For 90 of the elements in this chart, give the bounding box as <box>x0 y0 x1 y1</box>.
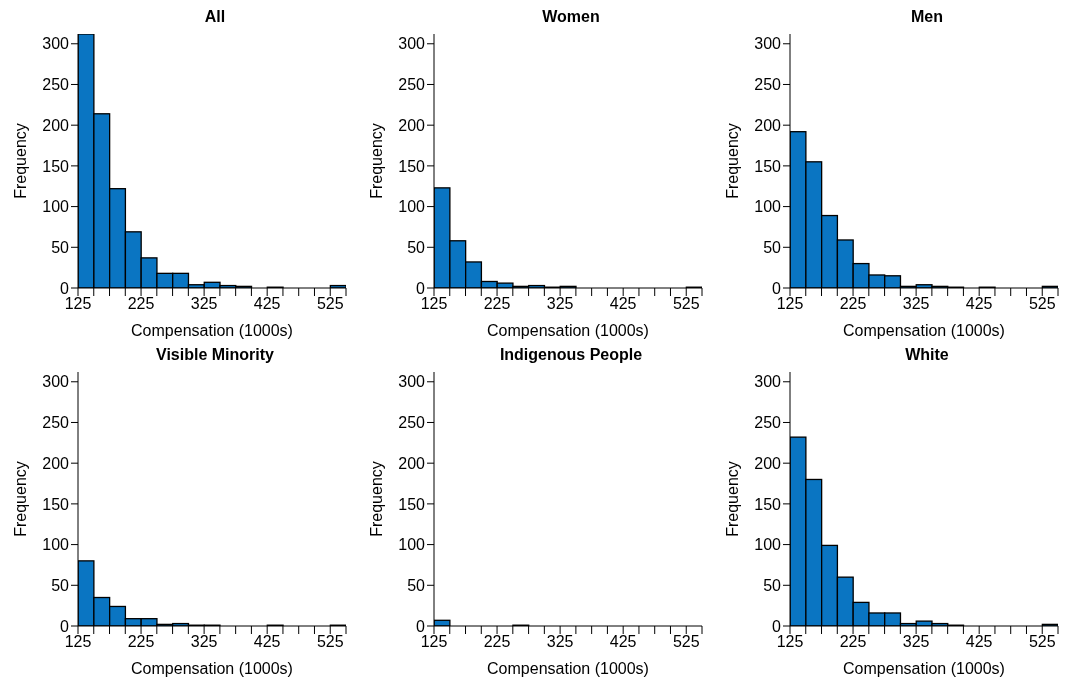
y-tick-label: 200 <box>42 116 70 134</box>
y-tick-label: 250 <box>398 76 426 94</box>
y-tick-label: 250 <box>754 414 782 432</box>
y-tick-label: 50 <box>51 238 70 256</box>
y-tick-label: 0 <box>60 617 70 635</box>
x-tick-label: 225 <box>839 295 867 313</box>
x-tick-label: 325 <box>546 295 574 313</box>
y-tick-label: 300 <box>42 373 70 391</box>
x-tick-label: 425 <box>965 633 993 651</box>
y-tick-label: 200 <box>398 454 426 472</box>
y-tick-label: 100 <box>398 536 426 554</box>
y-axis-title: Frequency <box>11 123 29 199</box>
y-tick-label: 200 <box>754 454 782 472</box>
x-tick-label: 425 <box>609 633 637 651</box>
chart-title: Visible Minority <box>155 346 275 365</box>
x-axis-title: Compensation (1000s) <box>843 322 1005 339</box>
y-tick-label: 150 <box>754 157 782 175</box>
x-tick-label: 425 <box>253 633 281 651</box>
x-axis-title: Compensation (1000s) <box>843 660 1005 677</box>
x-tick-label: 525 <box>1028 295 1056 313</box>
x-tick-label: 325 <box>902 633 930 651</box>
x-tick-label: 225 <box>127 295 155 313</box>
y-tick-label: 250 <box>754 76 782 94</box>
x-tick-label: 225 <box>483 295 511 313</box>
x-axis-title: Compensation (1000s) <box>131 660 293 677</box>
chart-title: Indigenous People <box>498 346 644 365</box>
x-tick-label: 325 <box>190 295 218 313</box>
x-tick-label: 325 <box>902 295 930 313</box>
y-tick-label: 0 <box>772 279 782 297</box>
x-tick-label: 125 <box>64 633 92 651</box>
x-axis-title: Compensation (1000s) <box>487 660 649 677</box>
x-tick-label: 425 <box>965 295 993 313</box>
y-axis-title: Frequency <box>11 461 29 537</box>
y-tick-label: 250 <box>42 414 70 432</box>
x-tick-label: 525 <box>1028 633 1056 651</box>
x-tick-label: 525 <box>672 633 700 651</box>
y-tick-label: 100 <box>42 536 70 554</box>
x-tick-label: 525 <box>316 295 344 313</box>
y-tick-label: 150 <box>754 495 782 513</box>
x-tick-label: 225 <box>483 633 511 651</box>
y-tick-label: 300 <box>42 35 70 53</box>
x-tick-label: 125 <box>776 295 804 313</box>
x-tick-label: 325 <box>190 633 218 651</box>
y-tick-label: 0 <box>416 279 426 297</box>
x-tick-label: 125 <box>420 295 448 313</box>
x-tick-label: 425 <box>609 295 637 313</box>
y-axis-title: Frequency <box>367 123 385 199</box>
y-tick-label: 150 <box>42 157 70 175</box>
y-axis-title: Frequency <box>723 461 741 537</box>
x-tick-label: 425 <box>253 295 281 313</box>
y-tick-label: 50 <box>763 238 782 256</box>
y-tick-label: 0 <box>416 617 426 635</box>
y-tick-label: 50 <box>51 576 70 594</box>
y-tick-label: 50 <box>407 238 426 256</box>
y-axis-title: Frequency <box>367 461 385 537</box>
y-tick-label: 100 <box>754 536 782 554</box>
x-tick-label: 125 <box>776 633 804 651</box>
y-tick-label: 300 <box>754 35 782 53</box>
chart-title: Men <box>910 8 944 27</box>
y-tick-label: 0 <box>772 617 782 635</box>
y-axis-title: Frequency <box>723 123 741 199</box>
y-tick-label: 300 <box>398 35 426 53</box>
y-tick-label: 200 <box>398 116 426 134</box>
x-tick-label: 125 <box>420 633 448 651</box>
y-tick-label: 100 <box>398 198 426 216</box>
y-tick-label: 100 <box>754 198 782 216</box>
y-tick-label: 0 <box>60 279 70 297</box>
x-tick-label: 525 <box>316 633 344 651</box>
y-tick-label: 300 <box>398 373 426 391</box>
y-tick-label: 300 <box>754 373 782 391</box>
x-tick-label: 225 <box>839 633 867 651</box>
chart-title: All <box>203 8 227 27</box>
chart-title: Women <box>541 8 601 27</box>
y-tick-label: 50 <box>407 576 426 594</box>
y-tick-label: 100 <box>42 198 70 216</box>
x-tick-label: 125 <box>64 295 92 313</box>
x-tick-label: 525 <box>672 295 700 313</box>
y-tick-label: 150 <box>398 157 426 175</box>
y-tick-label: 150 <box>398 495 426 513</box>
y-tick-label: 200 <box>754 116 782 134</box>
x-tick-label: 325 <box>546 633 574 651</box>
y-tick-label: 50 <box>763 576 782 594</box>
x-axis-title: Compensation (1000s) <box>131 322 293 339</box>
y-tick-label: 250 <box>398 414 426 432</box>
x-axis-title: Compensation (1000s) <box>487 322 649 339</box>
chart-title: White <box>904 346 950 365</box>
x-tick-label: 225 <box>127 633 155 651</box>
y-tick-label: 250 <box>42 76 70 94</box>
y-tick-label: 200 <box>42 454 70 472</box>
y-tick-label: 150 <box>42 495 70 513</box>
